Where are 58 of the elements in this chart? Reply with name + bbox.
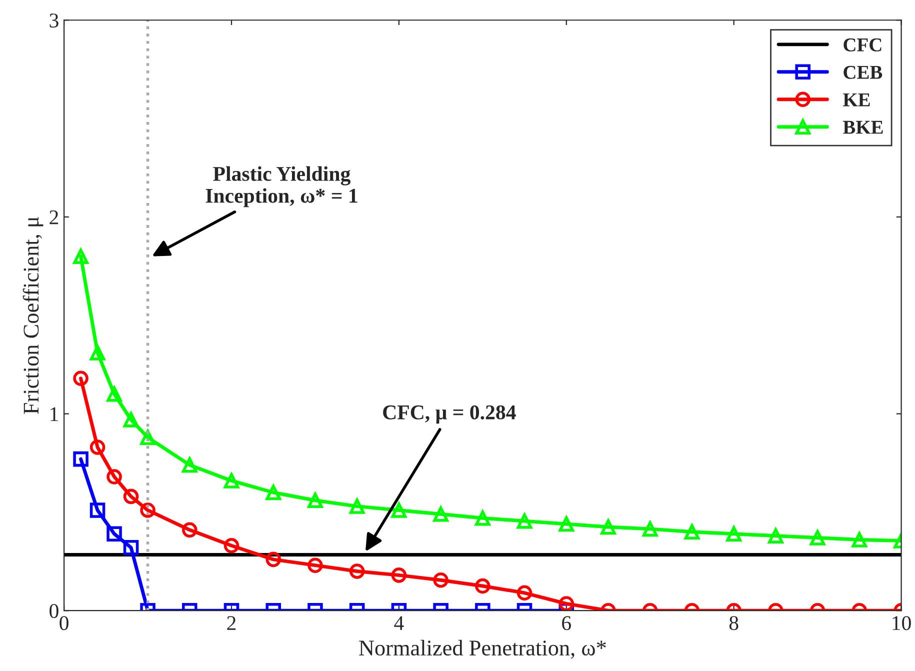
point bbox=[123, 412, 139, 428]
point bbox=[73, 451, 88, 467]
y-tick-label: 2 bbox=[50, 210, 58, 224]
point bbox=[768, 528, 784, 544]
x-tick-label: 8 bbox=[729, 616, 738, 630]
x-tick-label: 0 bbox=[60, 616, 68, 630]
point bbox=[558, 596, 574, 611]
legend-label: CEB bbox=[844, 66, 882, 79]
point bbox=[433, 572, 448, 588]
y-tick-label: 1 bbox=[50, 407, 58, 422]
point bbox=[558, 516, 574, 532]
point bbox=[123, 540, 139, 556]
point bbox=[73, 370, 88, 386]
point bbox=[90, 440, 106, 455]
point bbox=[810, 530, 826, 546]
point bbox=[349, 564, 365, 579]
point bbox=[475, 510, 490, 526]
point bbox=[90, 502, 106, 518]
point bbox=[90, 345, 106, 360]
point bbox=[73, 248, 88, 264]
point bbox=[516, 585, 532, 601]
point bbox=[600, 519, 616, 535]
annotation: CFC, μ = 0.284 bbox=[383, 405, 516, 424]
annotation: Plastic Yielding Inception, ω* = 1 bbox=[206, 166, 358, 208]
point bbox=[349, 498, 365, 514]
x-axis-title: Normalized Penetration, ω* bbox=[359, 640, 606, 659]
point bbox=[224, 473, 240, 488]
point bbox=[123, 488, 139, 504]
point bbox=[391, 568, 407, 583]
point bbox=[684, 524, 700, 540]
point bbox=[726, 526, 742, 542]
point bbox=[106, 469, 122, 484]
point bbox=[106, 386, 122, 402]
point bbox=[106, 526, 122, 542]
legend-label: CFC bbox=[844, 38, 882, 52]
y-axis-title: Friction Coefficient, μ bbox=[22, 217, 44, 414]
y-tick-label: 0 bbox=[50, 604, 58, 618]
point bbox=[182, 522, 198, 538]
point bbox=[140, 502, 156, 518]
x-tick-label: 10 bbox=[892, 616, 911, 630]
point bbox=[433, 506, 448, 522]
point bbox=[308, 558, 323, 573]
point bbox=[182, 457, 198, 473]
x-tick-label: 6 bbox=[562, 616, 571, 630]
point bbox=[516, 513, 532, 529]
legend-label: BKE bbox=[843, 120, 883, 134]
point bbox=[852, 532, 868, 548]
point bbox=[391, 502, 407, 518]
legend-label: KE bbox=[843, 93, 870, 106]
y-tick-label: 3 bbox=[50, 14, 58, 28]
x-tick-label: 4 bbox=[394, 616, 404, 630]
point bbox=[266, 484, 281, 500]
point bbox=[475, 578, 490, 594]
point bbox=[224, 538, 240, 554]
point bbox=[266, 552, 281, 568]
point bbox=[308, 492, 323, 508]
x-tick-label: 2 bbox=[227, 616, 236, 630]
point bbox=[642, 521, 658, 537]
